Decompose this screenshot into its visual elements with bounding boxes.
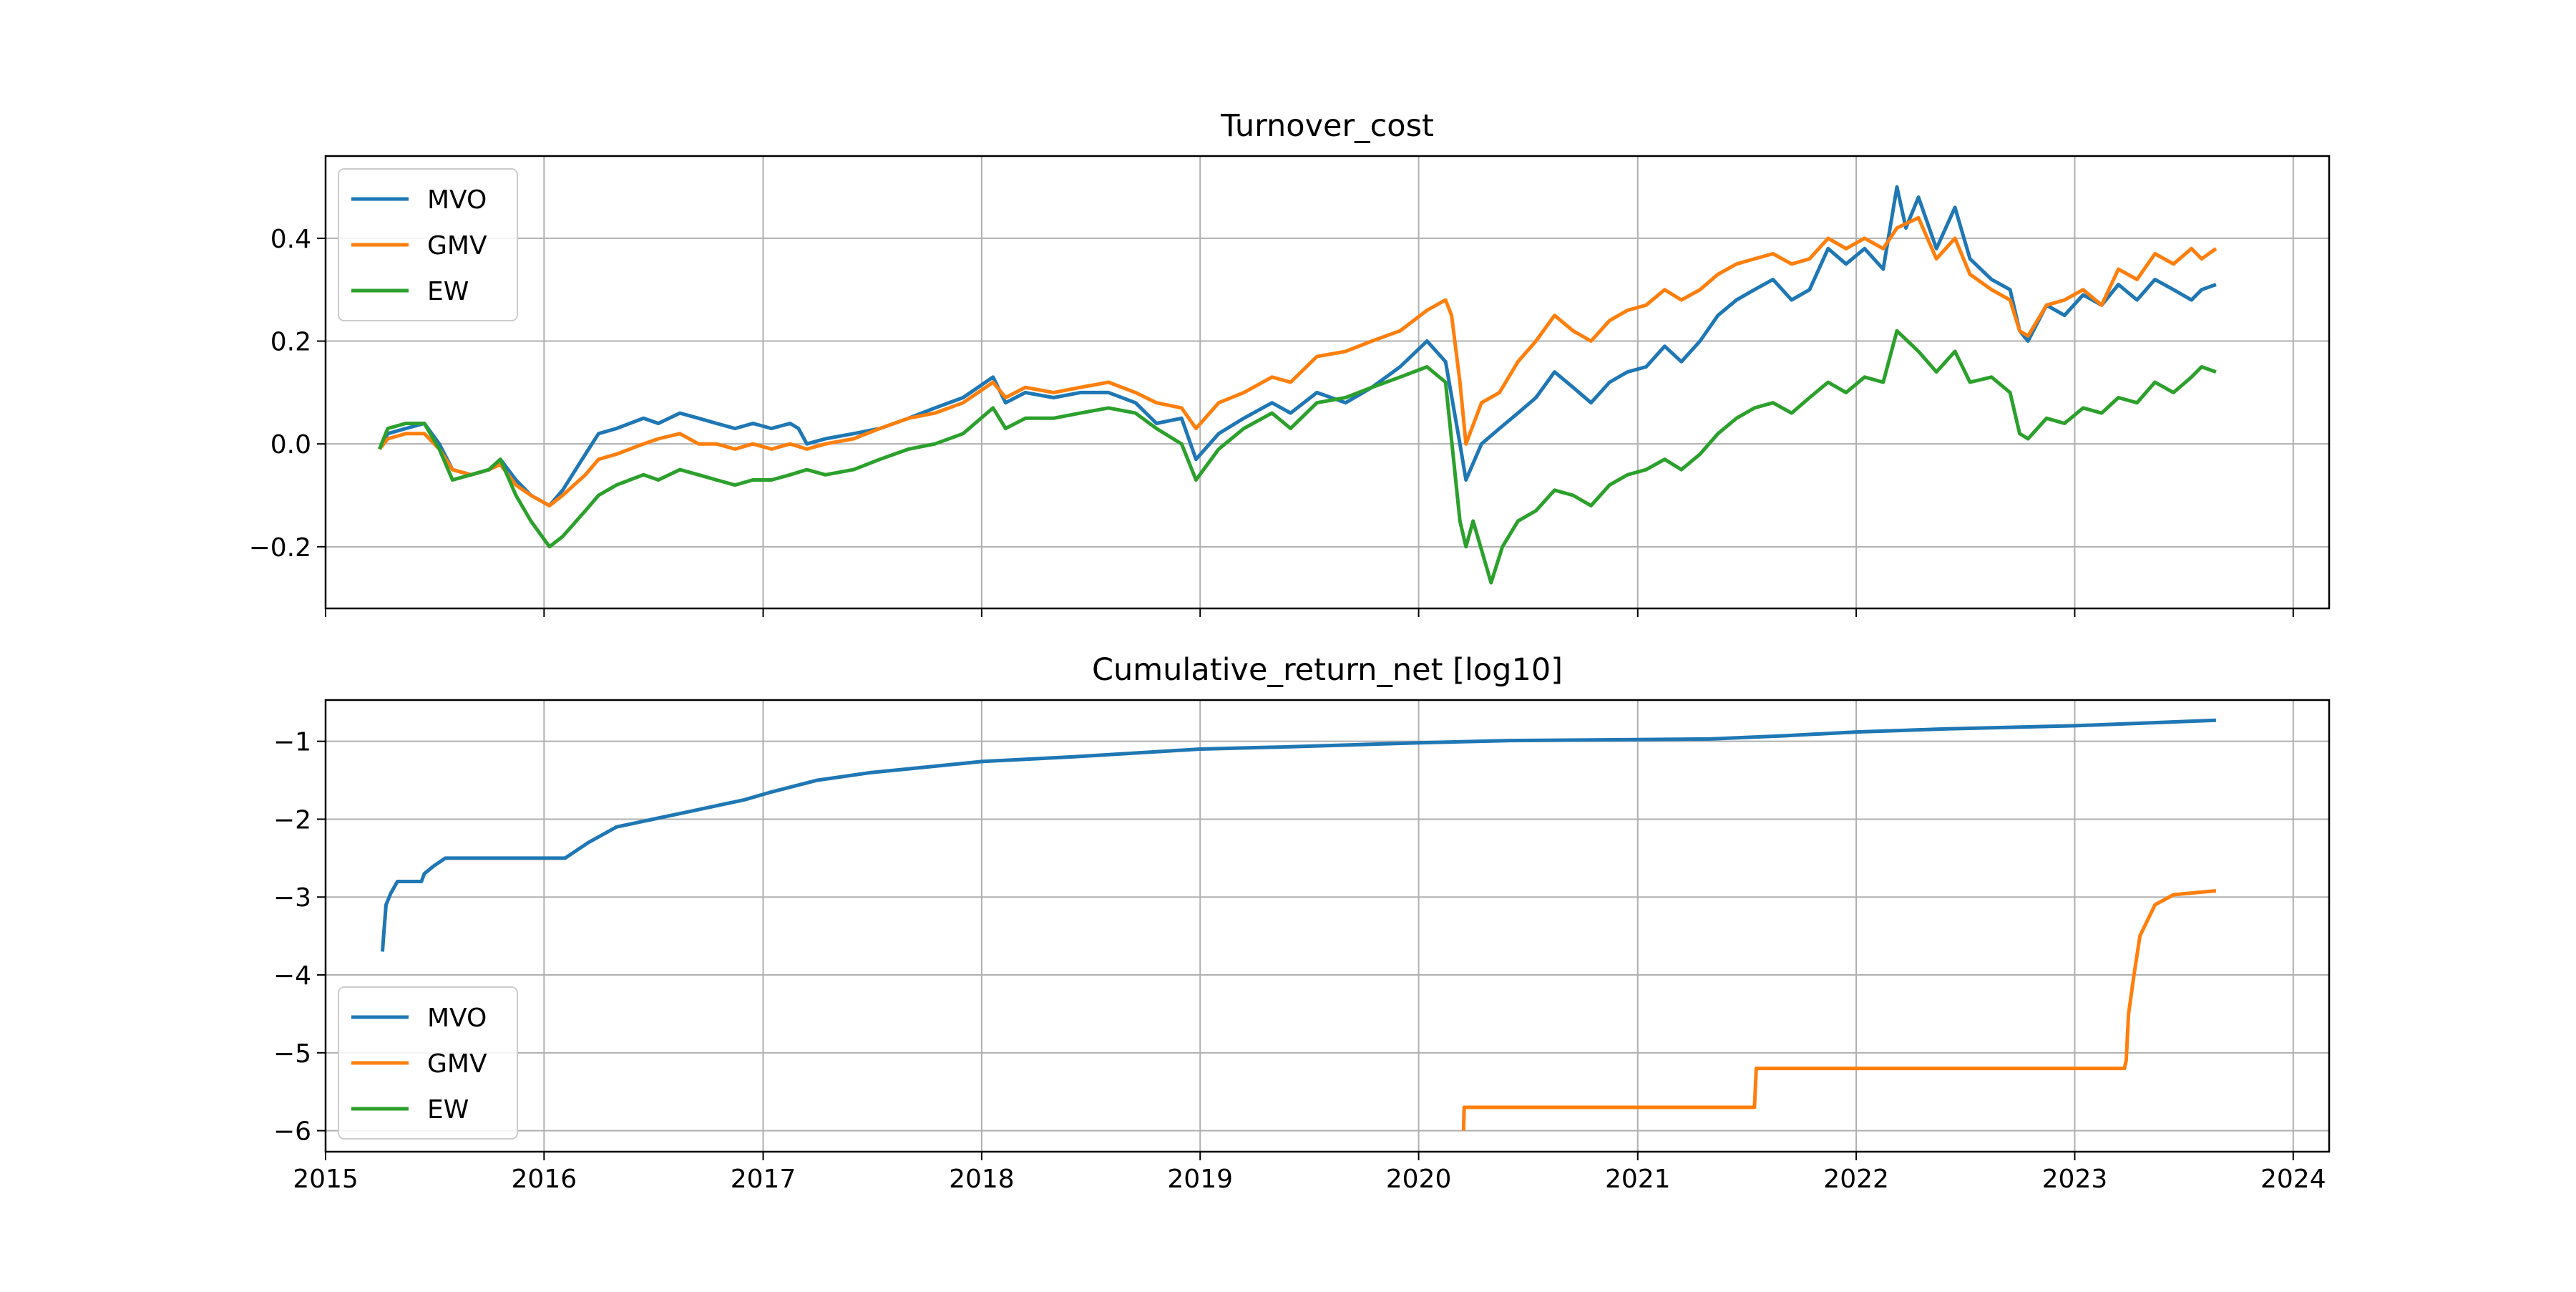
legend-label-mvo: MVO — [427, 1004, 487, 1033]
series-line-mvo — [378, 185, 2217, 507]
x-tick-label: 2016 — [512, 1165, 577, 1194]
panel-title: Turnover_cost — [1220, 108, 1434, 144]
legend-box — [338, 168, 518, 321]
x-tick-label: 2019 — [1167, 1165, 1233, 1194]
legend-label-gmv: GMV — [427, 1049, 487, 1079]
y-tick-label: −6 — [273, 1117, 311, 1147]
legend-label-mvo: MVO — [427, 185, 487, 215]
y-tick-label: 0.0 — [270, 430, 311, 460]
legend-label-gmv: GMV — [427, 231, 487, 261]
y-tick-label: 0.2 — [270, 328, 311, 357]
x-tick-label: 2021 — [1605, 1165, 1671, 1194]
legend-box — [338, 986, 518, 1140]
panel-title: Cumulative_return_net [log10] — [1092, 652, 1563, 688]
y-tick-label: −4 — [273, 961, 311, 991]
panel-2: 2015 2016 2017 2018 2019 2020 2021 2022 2023 2024… — [273, 652, 2331, 1194]
y-tick-label: 0.4 — [270, 225, 311, 254]
legend-label-ew: EW — [427, 277, 469, 306]
x-tick-label: 2015 — [293, 1165, 358, 1194]
x-tick-label: 2022 — [1823, 1165, 1889, 1194]
x-tick-label: 2020 — [1386, 1165, 1452, 1194]
plot-frame — [324, 699, 2331, 1153]
series-line-mvo — [381, 718, 2216, 952]
x-tick-label: 2024 — [2260, 1165, 2326, 1194]
x-tick-label: 2018 — [949, 1165, 1015, 1194]
x-tick-label: 2023 — [2042, 1165, 2108, 1194]
panel-1: −0.2 0.0 0.2 0.4 Turnover_cost MVO GMV EW — [249, 108, 2331, 617]
legend: MVO GMV EW — [338, 986, 518, 1140]
y-tick-label: −1 — [273, 728, 311, 757]
legend: MVO GMV EW — [338, 168, 518, 321]
series-line-gmv — [378, 215, 2218, 507]
y-tick-label: −2 — [273, 805, 311, 835]
x-tick-label: 2017 — [731, 1165, 796, 1194]
y-tick-label: −5 — [273, 1039, 311, 1069]
legend-label-ew: EW — [427, 1095, 469, 1125]
plot-frame — [324, 155, 2331, 610]
series-line-ew — [377, 329, 2217, 585]
y-tick-label: −0.2 — [249, 533, 311, 563]
series-line-gmv — [1461, 889, 2217, 1131]
y-tick-label: −3 — [273, 883, 311, 913]
